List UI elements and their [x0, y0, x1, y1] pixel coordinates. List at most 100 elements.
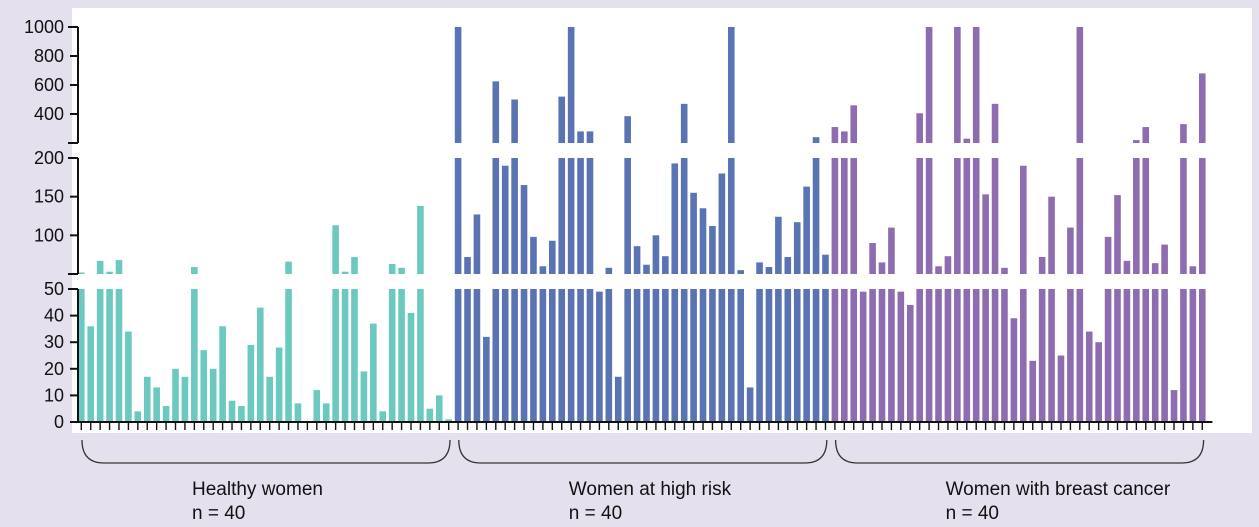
- bar-segment: [699, 208, 707, 274]
- bar-segment: [1067, 227, 1074, 274]
- bar-segment: [209, 368, 217, 422]
- bar: [115, 260, 123, 422]
- bar: [1180, 124, 1187, 422]
- bar-segment: [605, 289, 613, 422]
- bar-segment: [1029, 360, 1037, 422]
- bar: [96, 260, 104, 422]
- bar-segment: [454, 289, 462, 422]
- bar-segment: [1198, 73, 1206, 143]
- bar: [586, 131, 594, 422]
- bar-segment: [388, 289, 396, 422]
- bar: [247, 344, 255, 422]
- bar-segment: [671, 289, 679, 422]
- bar: [341, 271, 349, 422]
- bar: [1057, 355, 1065, 422]
- bar-segment: [812, 137, 820, 143]
- bar: [822, 254, 829, 422]
- bar-segment: [586, 131, 594, 143]
- y-tick-label: 1000: [24, 17, 64, 37]
- bar-segment: [699, 289, 707, 422]
- bar-segment: [1142, 158, 1150, 274]
- bar: [454, 27, 462, 422]
- bar: [577, 131, 584, 422]
- bar-segment: [275, 347, 283, 422]
- bar: [982, 194, 989, 422]
- bar: [360, 371, 368, 422]
- bar: [1020, 165, 1027, 422]
- bar-segment: [1189, 289, 1197, 422]
- bar: [379, 411, 387, 422]
- group-brace: [834, 439, 1205, 464]
- bar-segment: [473, 289, 481, 422]
- bar-segment: [1076, 27, 1084, 143]
- bar: [925, 27, 933, 422]
- bar-segment: [567, 27, 575, 143]
- bar: [558, 96, 566, 422]
- bar-segment: [115, 289, 123, 422]
- bar: [888, 227, 895, 422]
- bar: [1133, 140, 1140, 422]
- bar: [200, 350, 208, 422]
- bar-segment: [888, 289, 895, 422]
- bar: [812, 137, 820, 422]
- bar-segment: [869, 289, 876, 422]
- bar-segment: [746, 387, 754, 422]
- bar: [520, 185, 528, 422]
- bar-segment: [605, 267, 613, 274]
- bar-segment: [1085, 331, 1093, 422]
- bar-segment: [1189, 266, 1197, 274]
- bar: [699, 208, 707, 422]
- bar-segment: [125, 331, 132, 422]
- bar-segment: [435, 395, 443, 422]
- bar: [831, 127, 839, 422]
- bar: [567, 27, 575, 422]
- y-tick-label: 50: [44, 279, 64, 299]
- bar-segment: [1198, 289, 1206, 422]
- bar: [256, 307, 264, 422]
- group-label: Women at high risk: [569, 479, 732, 500]
- bar-segment: [1048, 289, 1055, 422]
- bar: [643, 264, 650, 422]
- bar: [652, 235, 660, 422]
- bar: [878, 262, 886, 422]
- bar: [633, 246, 641, 422]
- bar-segment: [1161, 289, 1168, 422]
- bar: [793, 222, 801, 422]
- bar-segment: [822, 254, 829, 274]
- bar-segment: [294, 403, 302, 422]
- bar-segment: [1133, 289, 1140, 422]
- bar-segment: [793, 222, 801, 274]
- bar: [1198, 73, 1206, 422]
- bar: [662, 256, 669, 422]
- bar: [153, 387, 160, 422]
- bar: [398, 267, 405, 422]
- bar-segment: [1104, 289, 1112, 422]
- bar-segment: [256, 307, 264, 422]
- bar-segment: [417, 205, 424, 274]
- bar-segment: [520, 185, 528, 274]
- bar: [388, 263, 396, 422]
- bar-segment: [1180, 124, 1187, 143]
- bar: [972, 27, 980, 422]
- bar-segment: [238, 406, 245, 422]
- bar-segment: [972, 158, 980, 274]
- bar: [426, 408, 434, 422]
- bar-segment: [756, 262, 763, 274]
- y-tick-label: 0: [54, 412, 64, 432]
- bar-segment: [652, 289, 660, 422]
- bar: [765, 267, 773, 422]
- bar-segment: [1142, 289, 1150, 422]
- bar-segment: [1142, 127, 1150, 143]
- bar-segment: [906, 304, 914, 422]
- y-tick-label: 400: [34, 104, 64, 124]
- bar-segment: [878, 262, 886, 274]
- plot-area: [72, 8, 1252, 433]
- bar-segment: [1133, 140, 1140, 143]
- bar-segment: [633, 289, 641, 422]
- bar-segment: [398, 289, 405, 422]
- bar-segment: [530, 289, 537, 422]
- bar: [1038, 256, 1046, 422]
- bar-segment: [285, 261, 292, 274]
- bar: [709, 226, 716, 422]
- bar-segment: [963, 158, 971, 274]
